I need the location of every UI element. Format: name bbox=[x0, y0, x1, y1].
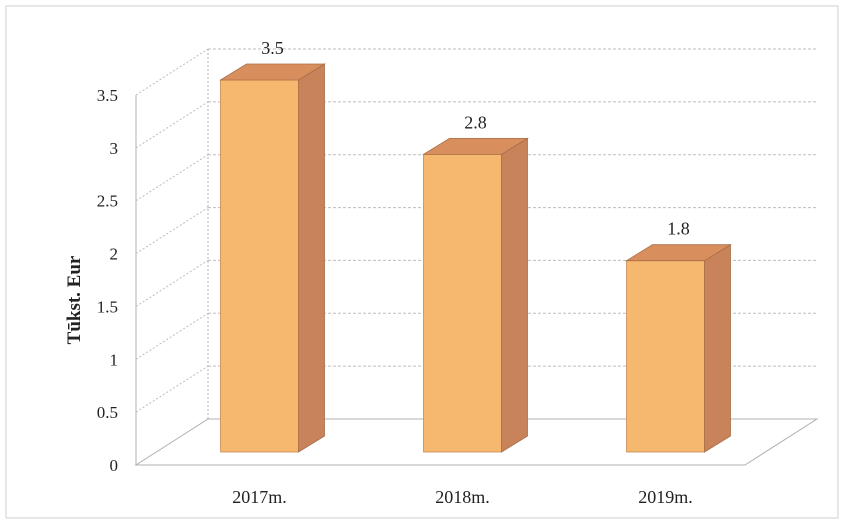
bar-side bbox=[501, 137, 528, 453]
bar-front bbox=[626, 260, 705, 453]
y-tick-label: 2 bbox=[110, 245, 119, 264]
bars: 3.5 2.8 1.8 bbox=[219, 38, 732, 453]
y-tick-label: 3 bbox=[110, 139, 119, 158]
y-tick-label: 1.5 bbox=[97, 297, 118, 316]
y-tick-label: 3.5 bbox=[97, 86, 118, 105]
x-axis-ticks: 2017m. 2018m. 2019m. bbox=[232, 487, 693, 507]
data-label: 2.8 bbox=[464, 112, 487, 132]
x-tick-label: 2017m. bbox=[232, 487, 287, 507]
bar-top bbox=[219, 63, 326, 81]
x-tick-label: 2019m. bbox=[638, 487, 693, 507]
bar-top bbox=[422, 137, 529, 155]
y-axis-label: Tūkst. Eur bbox=[64, 255, 85, 344]
bar: 1.8 bbox=[625, 219, 732, 453]
bar-front bbox=[220, 79, 299, 453]
bar-side bbox=[704, 243, 731, 453]
bar-side bbox=[298, 63, 325, 453]
data-label: 1.8 bbox=[667, 219, 690, 239]
y-tick-label: 0.5 bbox=[97, 403, 118, 422]
y-tick-label: 2.5 bbox=[97, 192, 118, 211]
y-tick-label: 0 bbox=[110, 456, 119, 475]
y-tick-label: 1 bbox=[110, 350, 119, 369]
bar: 3.5 bbox=[219, 38, 326, 453]
chart-walls bbox=[134, 49, 819, 466]
bar: 2.8 bbox=[422, 112, 529, 453]
chart-floor bbox=[134, 418, 819, 466]
bar-top bbox=[625, 244, 732, 262]
bar-front bbox=[423, 153, 502, 453]
x-tick-label: 2018m. bbox=[435, 487, 490, 507]
data-label: 3.5 bbox=[261, 38, 284, 58]
y-axis-ticks: 0 0.5 1 1.5 2 2.5 3 3.5 bbox=[97, 86, 118, 475]
